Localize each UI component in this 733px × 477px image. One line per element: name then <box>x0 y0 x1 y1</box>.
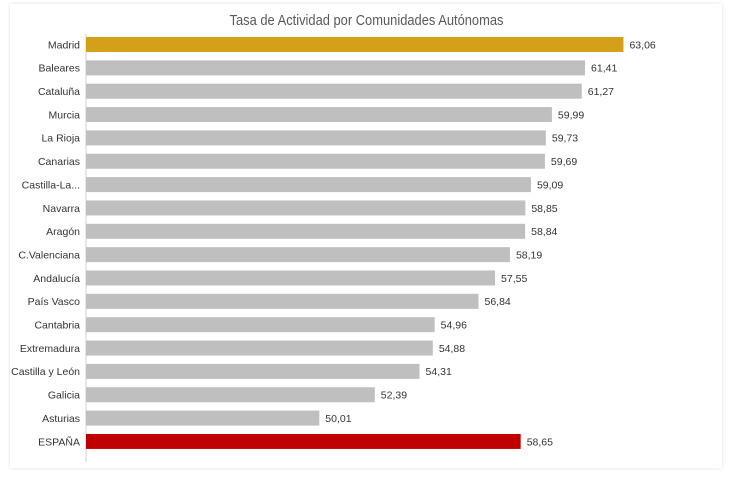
value-label-la-rioja: 59,73 <box>552 133 578 145</box>
category-label-baleares: Baleares <box>39 63 80 75</box>
bar-murcia <box>86 107 552 123</box>
bar-navarra <box>86 200 526 216</box>
category-label-navarra: Navarra <box>43 203 81 215</box>
category-label-espana: ESPAÑA <box>38 435 80 448</box>
bar-pais-vasco <box>86 293 479 309</box>
value-label-c-valenciana: 58,19 <box>516 249 542 261</box>
category-label-castilla-y-leon: Castilla y León <box>11 366 80 378</box>
bar-baleares <box>86 60 586 76</box>
value-label-pais-vasco: 56,84 <box>485 296 511 308</box>
bar-extremadura <box>86 340 433 356</box>
value-label-aragon: 58,84 <box>531 226 557 238</box>
value-label-espana: 58,65 <box>527 436 553 448</box>
category-label-canarias: Canarias <box>38 156 80 168</box>
value-label-andalucia: 57,55 <box>501 273 527 285</box>
bar-castilla-la <box>86 177 531 193</box>
value-label-baleares: 61,41 <box>591 63 617 75</box>
category-label-cantabria: Cantabria <box>34 320 80 332</box>
category-label-pais-vasco: País Vasco <box>28 296 80 308</box>
category-label-galicia: Galicia <box>48 390 80 402</box>
value-label-castilla-y-leon: 54,31 <box>426 366 452 378</box>
category-label-asturias: Asturias <box>42 413 80 425</box>
bar-espana <box>86 433 521 449</box>
value-label-cataluna: 61,27 <box>588 86 614 98</box>
bar-cantabria <box>86 317 435 333</box>
bar-cataluna <box>86 83 582 99</box>
bar-aragon <box>86 223 526 239</box>
bar-andalucia <box>86 270 496 286</box>
value-label-canarias: 59,69 <box>551 156 577 168</box>
category-label-madrid: Madrid <box>48 39 80 51</box>
category-label-murcia: Murcia <box>48 109 80 121</box>
category-label-cataluna: Cataluña <box>38 86 80 98</box>
bar-madrid <box>86 37 624 52</box>
value-label-cantabria: 54,96 <box>441 320 467 332</box>
category-label-castilla-la: Castilla-La... <box>22 179 80 191</box>
category-label-c-valenciana: C.Valenciana <box>18 249 80 261</box>
bar-la-rioja <box>86 130 546 146</box>
value-label-murcia: 59,99 <box>558 109 584 121</box>
bar-c-valenciana <box>86 247 510 263</box>
value-label-asturias: 50,01 <box>325 413 351 425</box>
value-label-madrid: 63,06 <box>629 39 655 51</box>
value-label-castilla-la: 59,09 <box>537 179 563 191</box>
bar-castilla-y-leon <box>86 363 420 379</box>
bar-canarias <box>86 153 545 169</box>
value-label-navarra: 58,85 <box>531 203 557 215</box>
value-label-extremadura: 54,88 <box>439 343 465 355</box>
chart-title: Tasa de Actividad por Comunidades Autóno… <box>229 12 504 29</box>
bars-layer: Madrid 63,06 Baleares 61,41 Cataluña 61,27 Mur… <box>11 37 656 449</box>
category-label-aragon: Aragón <box>46 226 80 238</box>
bar-asturias <box>86 410 320 426</box>
value-label-galicia: 52,39 <box>381 390 407 402</box>
category-label-la-rioja: La Rioja <box>41 133 80 145</box>
category-label-andalucia: Andalucía <box>33 273 80 285</box>
category-label-extremadura: Extremadura <box>20 343 80 355</box>
bar-galicia <box>86 387 375 403</box>
